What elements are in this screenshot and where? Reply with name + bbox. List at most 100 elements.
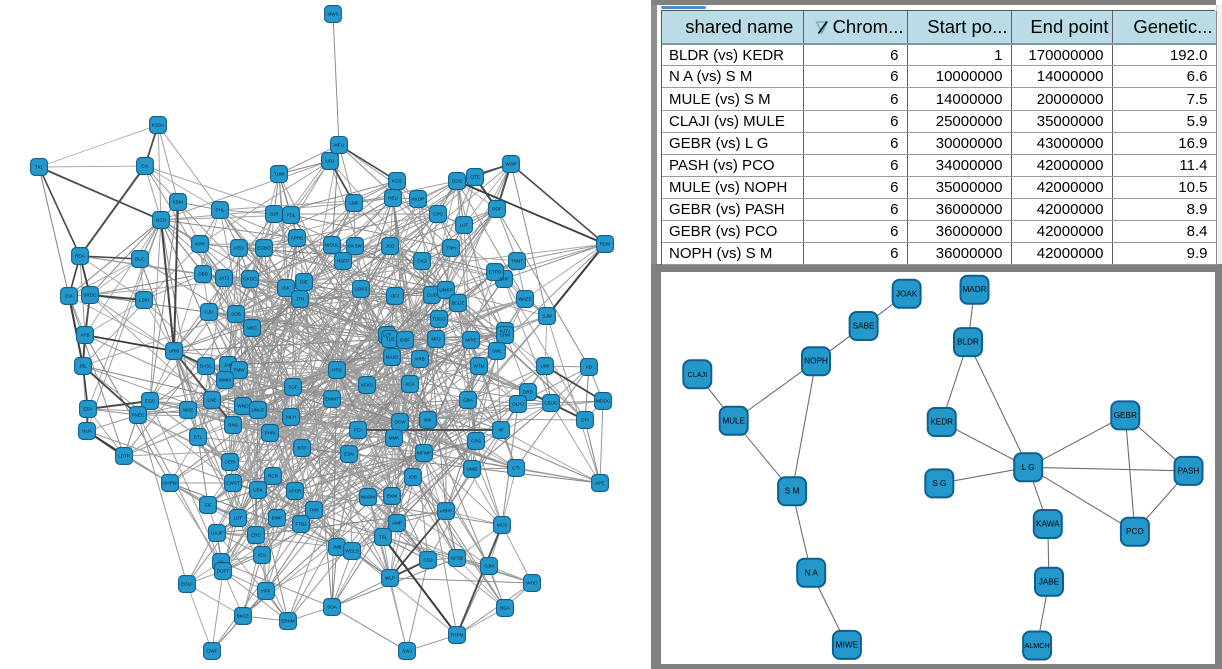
svg-text:KJTJ: KJTJ — [500, 329, 510, 334]
svg-text:IIA: IIA — [218, 560, 225, 565]
svg-text:MIWE: MIWE — [836, 640, 859, 649]
svg-text:NUA: NUA — [82, 429, 93, 434]
svg-text:OFJ: OFJ — [391, 294, 400, 299]
svg-text:EEA: EEA — [83, 407, 93, 412]
svg-text:BASL: BASL — [200, 364, 212, 369]
svg-text:RDA: RDA — [75, 254, 86, 259]
svg-text:MMM: MMM — [219, 378, 231, 383]
svg-text:BKCE: BKCE — [237, 614, 250, 619]
svg-text:KAWA: KAWA — [1036, 520, 1060, 529]
svg-text:MLH: MLH — [286, 415, 296, 420]
svg-text:IDBF: IDBF — [400, 338, 411, 343]
svg-text:ACA: ACA — [405, 382, 415, 387]
svg-text:BCGE: BCGE — [451, 301, 464, 306]
svg-text:APE: APE — [595, 481, 604, 486]
svg-text:DRD: DRD — [523, 390, 534, 395]
svg-text:DFI: DFI — [581, 418, 588, 423]
svg-text:LCT: LCT — [383, 333, 392, 338]
svg-text:WLP: WLP — [385, 576, 395, 581]
svg-text:RDM: RDM — [600, 242, 611, 247]
svg-text:ODO: ODO — [452, 179, 463, 184]
svg-text:GBA: GBA — [463, 398, 474, 403]
svg-text:MPIE: MPIE — [465, 338, 476, 343]
svg-text:MMK: MMK — [389, 436, 401, 441]
svg-text:CTPD: CTPD — [489, 270, 502, 275]
svg-text:JOAK: JOAK — [896, 289, 918, 298]
svg-text:UWD: UWD — [467, 467, 479, 472]
svg-text:MCS: MCS — [497, 523, 507, 528]
svg-text:DIE: DIE — [300, 280, 308, 285]
svg-text:TOGG: TOGG — [432, 317, 446, 322]
svg-text:WAE: WAE — [183, 408, 193, 413]
svg-text:GFSB: GFSB — [451, 556, 464, 561]
svg-text:LMF: LMF — [349, 201, 358, 206]
svg-text:CHPW: CHPW — [163, 481, 178, 486]
svg-text:WOP: WOP — [506, 162, 517, 167]
svg-text:KKOP: KKOP — [412, 197, 425, 202]
svg-text:SWL: SWL — [492, 349, 502, 354]
svg-text:EOLF: EOLF — [181, 582, 193, 587]
svg-text:KRB: KRB — [415, 357, 424, 362]
svg-text:RCR: RCR — [268, 474, 279, 479]
svg-text:BTP: BTP — [298, 446, 307, 451]
svg-text:GCO: GCO — [156, 218, 167, 223]
svg-text:S M: S M — [785, 487, 800, 496]
svg-text:APOR: APOR — [288, 489, 302, 494]
svg-text:JJF: JJF — [204, 503, 212, 508]
svg-text:EPNM: EPNM — [281, 619, 294, 624]
svg-text:WOG: WOG — [526, 581, 538, 586]
svg-text:JATJ: JATJ — [219, 276, 229, 281]
svg-text:S G: S G — [932, 479, 946, 488]
svg-text:RNS: RNS — [228, 423, 238, 428]
svg-text:KSSA: KSSA — [152, 123, 165, 128]
svg-text:KBIN: KBIN — [173, 200, 184, 205]
svg-text:GKGG: GKGG — [243, 277, 257, 282]
svg-text:OWF: OWF — [207, 649, 218, 654]
svg-text:UOKS: UOKS — [354, 287, 367, 292]
svg-text:LUT: LUT — [460, 223, 469, 228]
svg-text:JGR: JGR — [269, 212, 279, 217]
svg-text:CWST: CWST — [226, 481, 240, 486]
svg-text:APB: APB — [80, 333, 89, 338]
svg-text:AMP: AMP — [392, 521, 402, 526]
svg-text:BGA: BGA — [500, 606, 511, 611]
svg-text:ISK: ISK — [282, 286, 290, 291]
svg-text:PNEC: PNEC — [132, 413, 145, 418]
svg-text:ESN: ESN — [344, 452, 353, 457]
svg-text:MFWP: MFWP — [417, 451, 431, 456]
svg-text:POF: POF — [492, 207, 502, 212]
svg-text:SOB: SOB — [231, 312, 241, 317]
svg-text:MULE: MULE — [722, 416, 745, 425]
svg-text:DUFT: DUFT — [217, 569, 229, 574]
svg-text:ARPP: ARPP — [440, 509, 453, 514]
svg-text:EIA: EIA — [141, 164, 149, 169]
svg-text:CKG: CKG — [417, 259, 427, 264]
svg-text:NOPH: NOPH — [804, 357, 828, 366]
svg-text:UDJ: UDJ — [326, 159, 335, 164]
svg-text:KED: KED — [234, 246, 244, 251]
svg-text:KGS: KGS — [392, 179, 402, 184]
svg-text:CBUG: CBUG — [544, 401, 558, 406]
svg-text:TKL: TKL — [35, 165, 44, 170]
svg-text:BWP: BWP — [272, 516, 282, 521]
svg-text:HTG: HTG — [332, 368, 342, 373]
svg-text:KPR: KPR — [195, 242, 205, 247]
svg-text:SOA: SOA — [327, 605, 338, 610]
svg-text:SJM: SJM — [542, 314, 551, 319]
svg-text:TSL: TSL — [379, 535, 388, 540]
svg-text:PASH: PASH — [1178, 466, 1200, 475]
svg-text:UJT: UJT — [234, 516, 243, 521]
svg-text:MWS: MWS — [327, 12, 338, 17]
svg-text:UNUF: UNUF — [252, 408, 265, 413]
svg-text:JMB: JMB — [332, 545, 341, 550]
svg-text:TUM: TUM — [274, 172, 284, 177]
svg-text:IIF: IIF — [498, 428, 504, 433]
svg-text:OLHJ: OLHJ — [512, 402, 524, 407]
svg-text:FDL: FDL — [287, 213, 296, 218]
svg-text:JAH: JAH — [224, 363, 233, 368]
svg-text:IID: IID — [586, 365, 593, 370]
svg-text:SHF: SHF — [499, 277, 508, 282]
svg-text:JABE: JABE — [1039, 577, 1060, 586]
svg-text:EGBO: EGBO — [257, 246, 271, 251]
svg-text:FTBJ: FTBJ — [296, 522, 307, 527]
